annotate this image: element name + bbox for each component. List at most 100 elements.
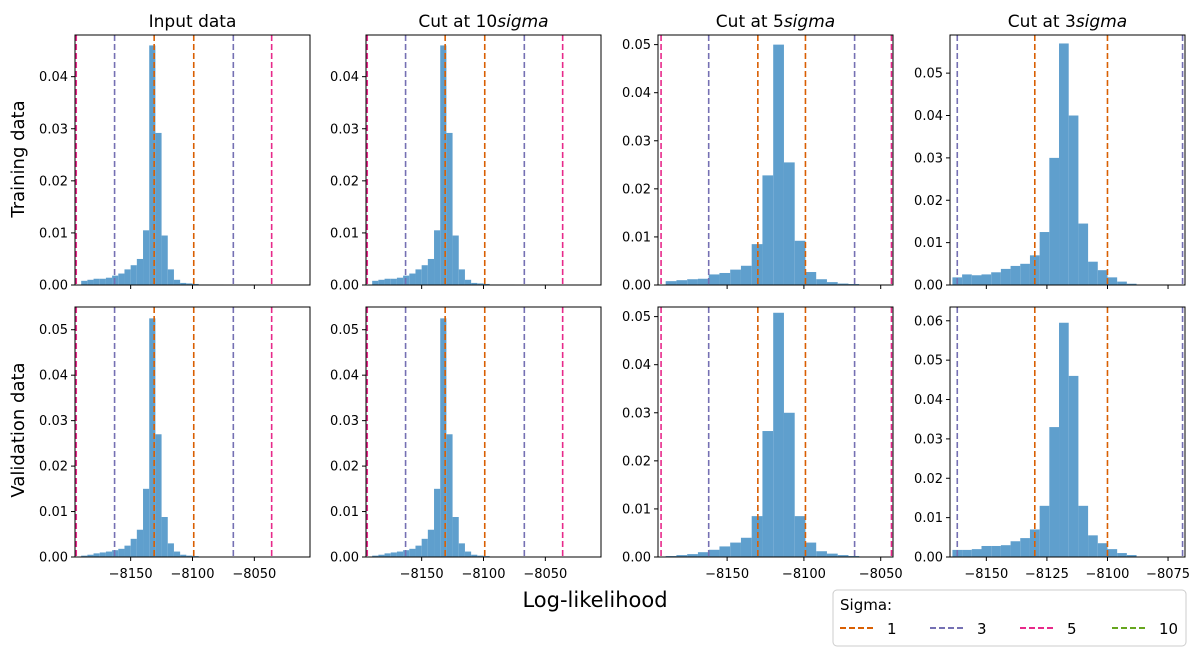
histogram-bar <box>81 555 88 557</box>
plot-area <box>75 35 273 285</box>
plot-area <box>952 35 1184 285</box>
histogram-bar <box>816 551 827 557</box>
row-label-validation: Validation data <box>8 362 29 497</box>
histogram-bar <box>149 318 156 557</box>
plot-area <box>952 307 1184 557</box>
histogram-bar <box>155 434 162 557</box>
panel-title: Cut at 10sigma <box>418 12 548 32</box>
y-tick-label: 0.01 <box>622 230 651 245</box>
y-tick-label: 0.02 <box>39 174 68 189</box>
histogram-bar <box>1000 545 1011 557</box>
histogram-bar <box>458 269 465 285</box>
y-tick-label: 0.04 <box>622 86 651 101</box>
histogram-bar <box>1049 427 1060 557</box>
y-tick-label: 0.04 <box>914 393 943 408</box>
histogram-bar <box>1059 43 1069 285</box>
axes-frame <box>74 306 311 558</box>
histogram-bar <box>99 278 106 285</box>
axes-frame <box>949 34 1186 286</box>
y-tick-label: 0.03 <box>330 414 359 429</box>
y-tick-label: 0.00 <box>330 551 359 566</box>
histogram-bar <box>390 552 397 557</box>
histogram-bar <box>783 162 795 285</box>
histogram-bar <box>991 545 1001 557</box>
histogram-bar <box>93 278 100 285</box>
histogram-bar <box>452 235 459 285</box>
histogram-bar <box>130 265 137 285</box>
histogram-bar <box>372 555 379 557</box>
histogram-bar <box>971 275 982 285</box>
y-tick-label: 0.03 <box>39 122 68 137</box>
histogram-panel: 0.00 0.01 0.02 0.03 0.04 0.05 −8150 −8100 −8050 <box>39 306 311 582</box>
y-tick-label: 0.05 <box>622 310 651 325</box>
histogram-bar <box>730 269 741 285</box>
histogram-bar <box>1088 261 1098 285</box>
x-tick-label: −8100 <box>462 567 506 582</box>
y-tick-label: 0.02 <box>330 460 359 475</box>
histogram-bar <box>427 529 435 557</box>
y-tick-label: 0.00 <box>39 279 68 294</box>
histogram-bar <box>676 555 688 557</box>
histogram-bar <box>708 274 720 285</box>
histogram-bar <box>409 548 416 557</box>
histogram-bar <box>719 272 731 285</box>
y-tick-label: 0.04 <box>622 358 651 373</box>
y-tick-label: 0.04 <box>330 70 359 85</box>
y-tick-label: 0.03 <box>622 406 651 421</box>
panel-title: Input data <box>149 12 237 32</box>
legend-title: Sigma: <box>840 596 892 614</box>
histogram-bar <box>1020 263 1030 285</box>
histogram-bar <box>143 488 150 557</box>
x-tick-label: −8150 <box>400 567 444 582</box>
histogram-bar <box>384 553 391 557</box>
histogram-bar <box>136 529 144 557</box>
y-tick-label: 0.02 <box>914 472 943 487</box>
plot-area <box>366 35 564 285</box>
histogram-bar <box>105 551 113 557</box>
histogram-bar <box>1068 115 1079 285</box>
panel-title-italic: sigma <box>497 12 548 32</box>
histogram-bar <box>1088 535 1098 557</box>
histogram-bar <box>1010 265 1021 285</box>
axes-frame <box>74 34 311 286</box>
histogram-bar <box>378 279 385 285</box>
plot-area <box>660 35 893 285</box>
histogram-bar <box>452 517 459 557</box>
histogram-panel: 0.00 0.01 0.02 0.03 0.04 0.05 0.06 −8150 −8125 −8… <box>914 306 1190 582</box>
y-tick-label: 0.00 <box>330 279 359 294</box>
histogram-bar <box>1039 505 1050 557</box>
y-tick-label: 0.05 <box>622 38 651 53</box>
y-tick-label: 0.05 <box>330 323 359 338</box>
y-tick-label: 0.03 <box>39 414 68 429</box>
histogram-bar <box>409 273 416 285</box>
histogram-panel: 0.00 0.01 0.02 0.03 0.04 0.05 Cut at 5sigma <box>622 12 894 294</box>
histogram-bar <box>1078 505 1089 557</box>
histogram-bar <box>1107 277 1118 285</box>
histogram-bar <box>1000 268 1011 285</box>
histogram-bar <box>427 258 435 285</box>
y-tick-label: 0.05 <box>39 323 68 338</box>
histogram-bar <box>434 230 441 285</box>
histogram-bar <box>173 551 181 557</box>
plot-area <box>75 307 273 557</box>
histogram-bar <box>676 280 688 285</box>
histogram-bar <box>837 283 849 285</box>
histogram-bar <box>446 434 453 557</box>
histogram-bar <box>762 175 774 285</box>
panel-title-italic: sigma <box>1076 12 1127 32</box>
histogram-bar <box>143 230 150 285</box>
legend-label: 10 <box>1159 620 1178 638</box>
histogram-bar <box>384 278 391 285</box>
x-axis-label: Log-likelihood <box>522 588 667 612</box>
x-tick-label: −8100 <box>171 567 215 582</box>
histogram-bar <box>1126 283 1137 285</box>
y-tick-label: 0.01 <box>330 505 359 520</box>
histogram-bar <box>440 45 447 285</box>
histogram-bar <box>665 281 677 285</box>
histogram-bar <box>805 542 817 557</box>
histogram-bar <box>971 549 982 557</box>
plot-area <box>660 307 893 557</box>
histogram-bar <box>99 552 106 557</box>
